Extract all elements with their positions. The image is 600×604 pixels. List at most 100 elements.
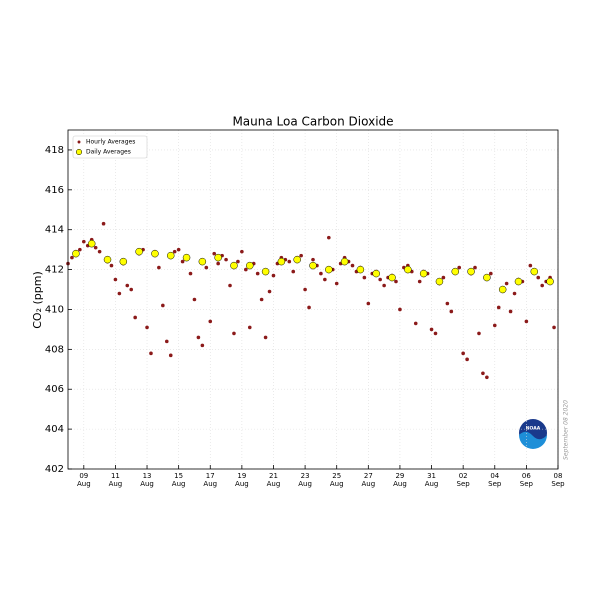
daily-point <box>182 253 191 262</box>
y-tick-label: 404 <box>45 424 64 435</box>
daily-point <box>451 267 460 276</box>
hourly-point <box>204 265 209 270</box>
y-axis-label: CO₂ (ppm) <box>31 271 44 329</box>
x-tick-label: Sep <box>551 480 565 488</box>
hourly-point <box>172 249 177 254</box>
hourly-point <box>433 331 438 336</box>
hourly-point <box>524 319 529 324</box>
hourly-point <box>263 335 268 340</box>
hourly-point <box>208 319 213 324</box>
hourly-point <box>271 273 276 278</box>
daily-point <box>435 277 444 286</box>
hourly-point <box>82 239 86 244</box>
legend-marker <box>77 140 81 144</box>
hourly-point <box>228 283 232 288</box>
hourly-point <box>504 281 509 286</box>
legend-box <box>72 135 148 159</box>
x-tick-label: Aug <box>109 480 123 488</box>
hourly-point <box>216 261 220 266</box>
hourly-point <box>101 221 106 226</box>
hourly-point <box>200 343 205 348</box>
y-tick-label: 406 <box>45 384 64 395</box>
hourly-point <box>93 245 98 250</box>
daily-point <box>325 265 333 274</box>
x-tick-label: 09 <box>79 472 88 480</box>
hourly-point <box>240 249 244 254</box>
x-tick-label: Aug <box>172 480 186 488</box>
hourly-point <box>465 357 469 362</box>
hourly-point <box>255 271 260 276</box>
hourly-point <box>307 305 311 310</box>
hourly-point <box>129 287 134 292</box>
hourly-point <box>473 265 477 270</box>
x-tick-label: 08 <box>554 472 563 480</box>
chart-title: Mauna Loa Carbon Dioxide <box>232 115 393 129</box>
daily-point <box>404 265 412 274</box>
y-tick-label: 416 <box>45 185 64 196</box>
hourly-point <box>145 325 149 330</box>
x-tick-label: Aug <box>77 480 91 488</box>
daily-point <box>467 267 475 276</box>
hourly-point <box>362 275 367 280</box>
x-tick-label: 31 <box>427 472 436 480</box>
hourly-point <box>319 271 323 276</box>
hourly-point <box>196 335 201 340</box>
x-tick-label: Sep <box>520 480 534 488</box>
x-tick-label: Aug <box>203 480 217 488</box>
daily-point <box>166 251 175 260</box>
hourly-point <box>334 281 339 286</box>
daily-point <box>103 255 112 264</box>
legend: Hourly Averages Daily Averages <box>72 135 148 159</box>
x-tick-label: 21 <box>269 472 278 480</box>
hourly-point <box>508 309 513 314</box>
x-tick-label: 19 <box>237 472 246 480</box>
daily-point <box>87 239 96 248</box>
daily-point <box>388 273 396 282</box>
x-tick-label: Aug <box>298 480 312 488</box>
y-tick-label: 412 <box>45 265 64 276</box>
hourly-point <box>164 339 169 344</box>
hourly-point <box>168 353 173 358</box>
hourly-point <box>117 291 122 296</box>
x-tick-label: Aug <box>393 480 407 488</box>
hourly-point <box>378 277 382 282</box>
y-tick-label: 418 <box>45 145 64 156</box>
y-tick-label: 410 <box>45 304 64 315</box>
x-tick-label: 17 <box>206 472 215 480</box>
hourly-point <box>303 287 307 292</box>
daily-point <box>546 277 554 286</box>
x-tick-label: 29 <box>395 472 404 480</box>
daily-point <box>198 257 207 266</box>
daily-point <box>530 267 539 276</box>
grid <box>68 130 559 470</box>
hourly-point <box>366 301 371 306</box>
x-tick-label: Aug <box>267 480 281 488</box>
hourly-point <box>244 267 248 272</box>
x-tick-label: 13 <box>143 472 152 480</box>
x-tick-label: Sep <box>488 480 502 488</box>
hourly-point <box>449 309 454 314</box>
hourly-point <box>496 305 501 310</box>
hourly-point <box>97 249 102 254</box>
hourly-point <box>512 291 517 296</box>
x-tick-label: 02 <box>459 472 468 480</box>
hourly-point <box>540 283 544 288</box>
hourly-point <box>161 303 165 308</box>
daily-point <box>214 253 222 262</box>
x-tick-label: 23 <box>301 472 310 480</box>
hourly-point <box>477 331 481 336</box>
hourly-point <box>176 247 181 252</box>
daily-point <box>135 247 143 256</box>
daily-point <box>372 269 380 278</box>
daily-point <box>514 277 523 286</box>
daily-point <box>356 265 365 274</box>
hourly-point <box>536 275 541 280</box>
daily-point <box>230 261 238 270</box>
daily-point <box>151 249 159 258</box>
hourly-point <box>489 271 493 276</box>
daily-point <box>340 257 349 266</box>
hourly-point <box>236 259 240 264</box>
date-annotation: September 08 2020 <box>563 400 570 460</box>
hourly-point <box>232 331 236 336</box>
